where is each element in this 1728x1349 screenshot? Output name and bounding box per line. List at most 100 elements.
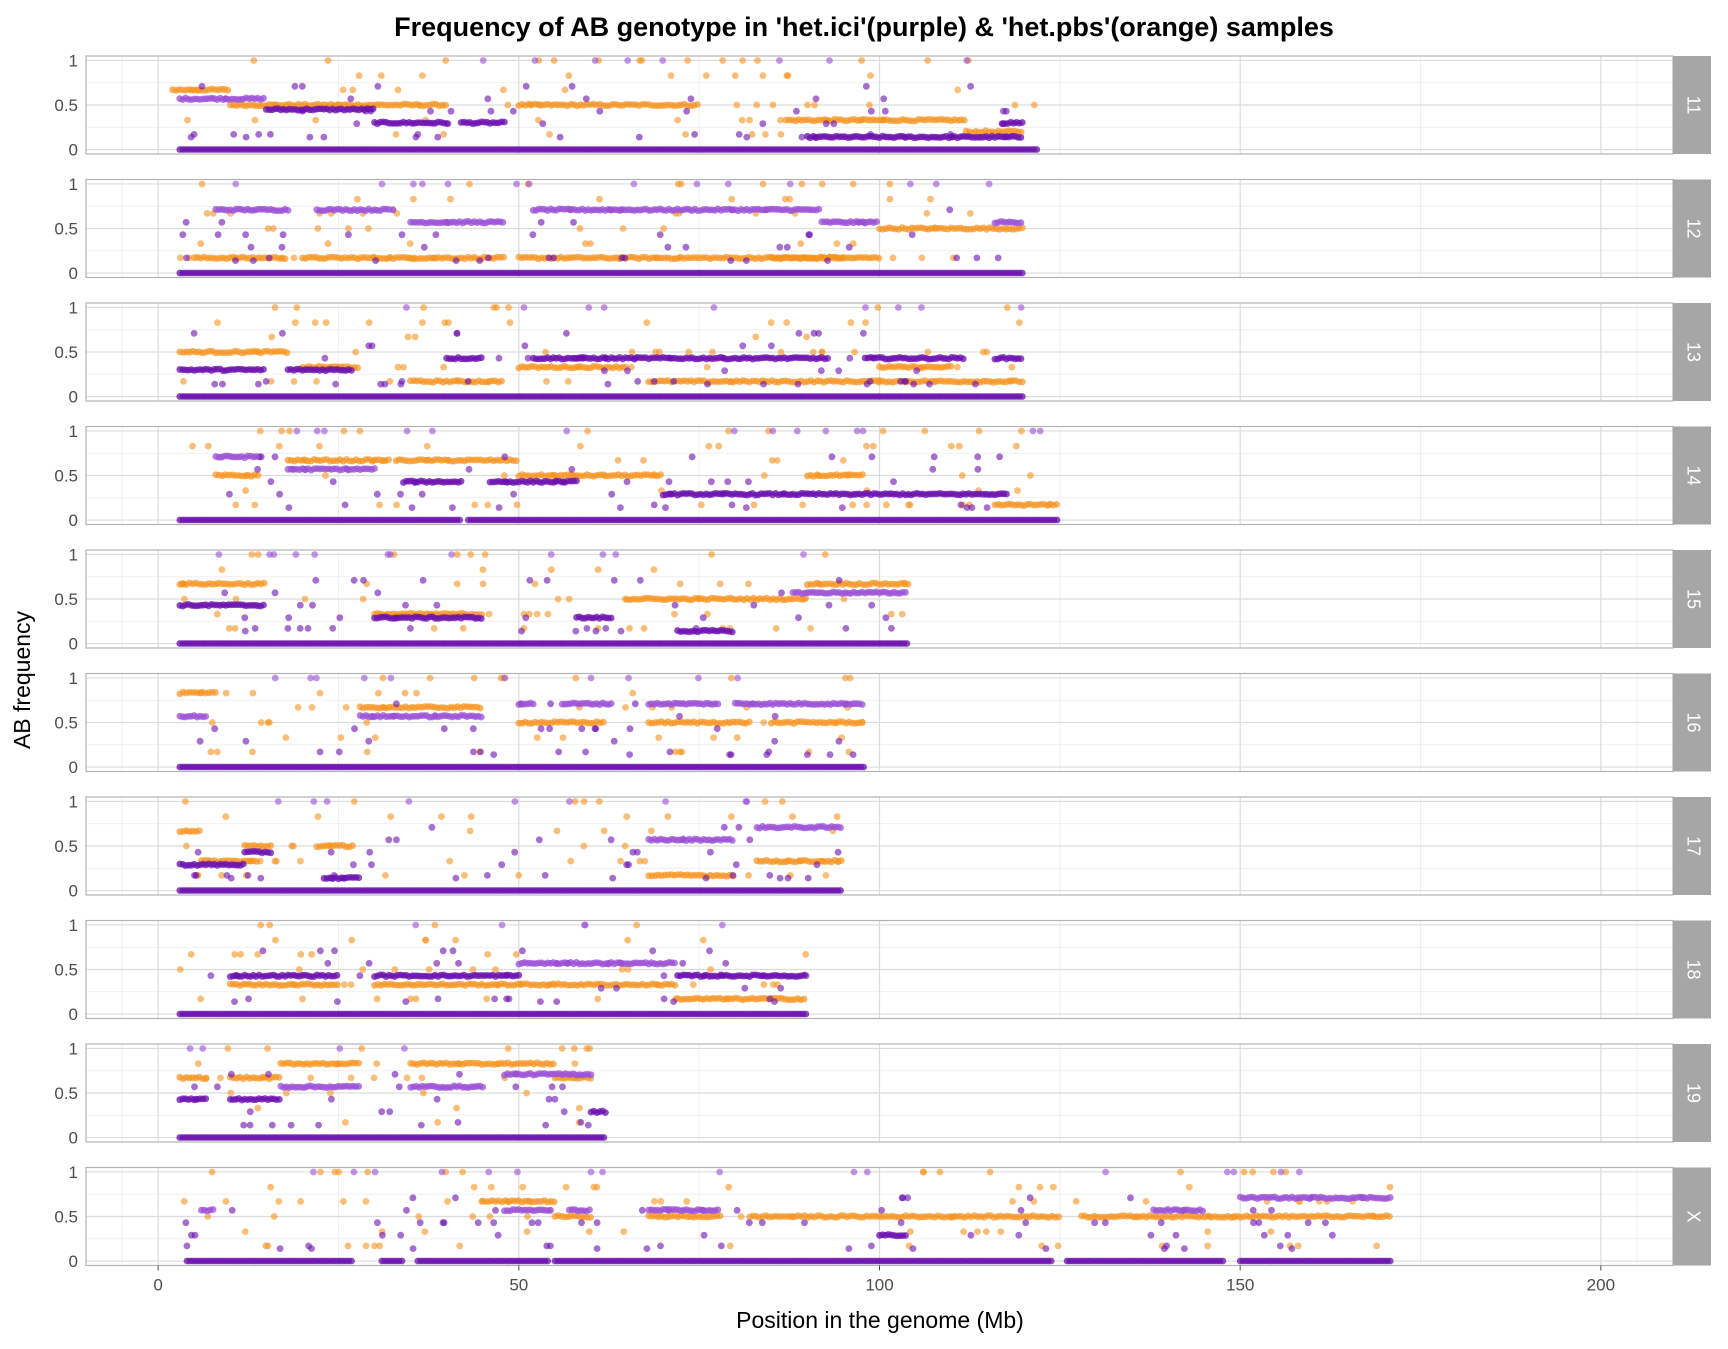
het-pbs-point xyxy=(760,719,767,726)
y-tick-label: 0 xyxy=(69,141,78,160)
het-pbs-point xyxy=(343,704,350,711)
het-ici-point xyxy=(226,491,233,498)
het-ici-point xyxy=(255,381,262,388)
het-pbs-point xyxy=(924,210,931,217)
het-ici-point xyxy=(1018,134,1025,141)
het-pbs-point xyxy=(752,334,759,341)
het-ici-point xyxy=(179,231,186,238)
het-pbs-point xyxy=(442,57,449,64)
het-pbs-point xyxy=(312,117,319,124)
het-pbs-point xyxy=(410,196,417,203)
het-ici-point xyxy=(831,120,838,127)
het-pbs-point xyxy=(222,813,229,820)
het-ici-point xyxy=(714,725,721,732)
het-ici-point xyxy=(795,381,802,388)
het-pbs-point xyxy=(224,87,231,94)
het-pbs-point xyxy=(395,364,402,371)
het-ici-point xyxy=(1000,108,1007,115)
het-pbs-point xyxy=(710,734,717,741)
het-ici-point xyxy=(329,625,336,632)
het-pbs-point xyxy=(1031,102,1038,109)
het-ici-point xyxy=(691,131,698,138)
het-pbs-point xyxy=(248,551,255,558)
het-pbs-point xyxy=(255,551,262,558)
het-pbs-point xyxy=(703,72,710,79)
het-ici-point xyxy=(466,466,473,473)
het-pbs-point xyxy=(219,566,226,573)
het-ici-point xyxy=(374,589,381,596)
het-pbs-point xyxy=(959,472,966,479)
het-pbs-point xyxy=(584,428,591,435)
het-pbs-point xyxy=(811,102,818,109)
het-ici-point xyxy=(784,244,791,251)
het-ici-point xyxy=(470,749,477,756)
het-ici-point xyxy=(311,551,318,558)
het-ici-point xyxy=(429,428,436,435)
het-pbs-point xyxy=(468,813,475,820)
het-ici-point xyxy=(765,749,772,756)
het-pbs-point xyxy=(641,625,648,632)
het-ici-point xyxy=(818,367,825,374)
het-pbs-point xyxy=(197,240,204,247)
het-ici-point xyxy=(1018,355,1025,362)
het-ici-point xyxy=(804,751,811,758)
het-ici-point xyxy=(960,355,967,362)
het-pbs-point xyxy=(1013,443,1020,450)
het-pbs-point xyxy=(480,581,487,588)
het-pbs-point xyxy=(668,72,675,79)
het-pbs-point xyxy=(181,596,188,603)
het-pbs-point xyxy=(751,502,758,509)
het-ici-point xyxy=(312,577,319,584)
het-pbs-point xyxy=(205,443,212,450)
het-ici-point xyxy=(342,502,349,509)
het-pbs-point xyxy=(778,131,785,138)
het-pbs-point xyxy=(232,502,239,509)
het-ici-point xyxy=(929,466,936,473)
het-pbs-point xyxy=(819,181,826,188)
het-ici-point xyxy=(624,478,631,485)
het-ici-point xyxy=(211,725,218,732)
het-pbs-point xyxy=(732,72,739,79)
het-pbs-point xyxy=(313,378,320,385)
het-ici-point xyxy=(860,428,867,435)
het-ici-point xyxy=(1019,393,1026,400)
het-ici-point xyxy=(547,700,554,707)
het-pbs-point xyxy=(486,611,493,618)
het-pbs-point xyxy=(799,181,806,188)
het-pbs-point xyxy=(684,57,691,64)
het-ici-point xyxy=(909,231,916,238)
het-pbs-point xyxy=(961,117,968,124)
het-pbs-point xyxy=(471,502,478,509)
het-pbs-point xyxy=(250,690,257,697)
het-ici-point xyxy=(413,134,420,141)
het-pbs-point xyxy=(325,57,332,64)
het-pbs-point xyxy=(648,828,655,835)
het-ici-point xyxy=(769,428,776,435)
het-ici-point xyxy=(260,602,267,609)
het-ici-point xyxy=(453,257,460,264)
het-ici-point xyxy=(330,478,337,485)
het-ici-point xyxy=(243,134,250,141)
het-ici-point xyxy=(926,381,933,388)
het-pbs-point xyxy=(859,719,866,726)
het-ici-point xyxy=(974,453,981,460)
het-ici-point xyxy=(309,602,316,609)
het-pbs-point xyxy=(862,319,869,326)
het-pbs-point xyxy=(356,72,363,79)
het-ici-point xyxy=(530,701,537,708)
het-ici-point xyxy=(880,95,887,102)
het-ici-point xyxy=(676,713,683,720)
het-pbs-point xyxy=(251,502,258,509)
het-ici-point xyxy=(276,491,283,498)
het-ici-point xyxy=(605,381,612,388)
het-ici-point xyxy=(578,725,585,732)
het-ici-point xyxy=(750,602,757,609)
het-ici-point xyxy=(538,725,545,732)
het-ici-point xyxy=(624,57,631,64)
het-ici-point xyxy=(806,231,813,238)
het-pbs-point xyxy=(477,705,484,712)
het-ici-point xyxy=(601,304,608,311)
het-ici-point xyxy=(476,257,483,264)
het-pbs-point xyxy=(734,734,741,741)
het-ici-point xyxy=(399,231,406,238)
